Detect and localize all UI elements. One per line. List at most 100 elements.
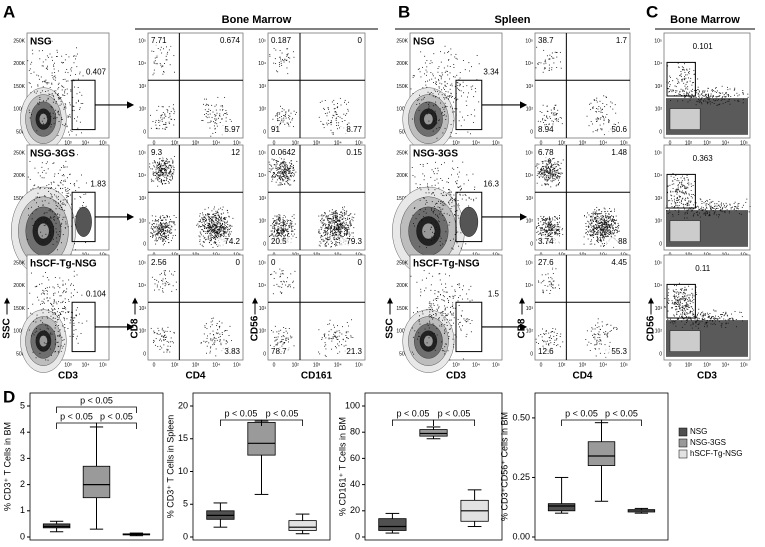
event-dot (609, 229, 610, 230)
event-dot (540, 111, 541, 112)
event-dot (286, 281, 287, 282)
x-axis-label: CD4 (185, 371, 205, 382)
event-dot (63, 167, 64, 168)
event-dot (475, 88, 476, 89)
event-dot (467, 115, 468, 116)
event-dot (29, 161, 30, 162)
event-dot (163, 106, 164, 107)
event-dot (339, 238, 340, 239)
event-dot (326, 239, 327, 240)
event-dot (538, 121, 539, 122)
event-dot (549, 70, 550, 71)
event-dot (462, 199, 463, 200)
event-dot (596, 98, 597, 99)
event-dot (290, 273, 291, 274)
event-dot (284, 176, 285, 177)
event-dot (458, 215, 459, 216)
event-dot (591, 103, 592, 104)
event-dot (154, 290, 155, 291)
event-dot (59, 231, 60, 232)
event-dot (74, 198, 75, 199)
event-dot (288, 229, 289, 230)
event-dot (434, 206, 435, 207)
y-tick-label: 10³ (139, 306, 147, 312)
event-dot (441, 83, 442, 84)
event-dot (169, 225, 170, 226)
event-dot (551, 56, 552, 57)
event-dot (43, 292, 44, 293)
event-dot (40, 329, 41, 330)
event-dot (154, 73, 155, 74)
event-dot (38, 75, 39, 76)
event-dot (63, 217, 64, 218)
event-dot (334, 227, 335, 228)
event-dot (206, 113, 207, 114)
event-dot (331, 228, 332, 229)
event-dot (459, 90, 460, 91)
event-dot (154, 161, 155, 162)
event-dot (281, 228, 282, 229)
event-dot (210, 238, 211, 239)
event-dot (269, 236, 270, 237)
event-dot (163, 239, 164, 240)
event-dot (212, 247, 213, 248)
event-dot (57, 50, 58, 51)
event-dot (55, 314, 56, 315)
event-dot (50, 334, 51, 335)
event-dot (67, 193, 68, 194)
y-tick-label: 10² (259, 219, 267, 225)
event-dot (214, 338, 215, 339)
event-dot (607, 227, 608, 228)
event-dot (287, 235, 288, 236)
event-dot (219, 228, 220, 229)
event-dot (58, 135, 59, 136)
event-dot (611, 211, 612, 212)
event-dot (330, 214, 331, 215)
event-dot (457, 174, 458, 175)
event-dot (57, 52, 58, 53)
event-dot (584, 236, 585, 237)
event-dot (169, 233, 170, 234)
event-dot (459, 120, 460, 121)
event-dot (165, 331, 166, 332)
event-dot (58, 111, 59, 112)
event-dot (324, 219, 325, 220)
event-dot (277, 118, 278, 119)
event-dot (614, 209, 615, 210)
event-dot (161, 168, 162, 169)
event-dot (589, 231, 590, 232)
event-dot (348, 215, 349, 216)
event-dot (274, 225, 275, 226)
event-dot (334, 244, 335, 245)
event-dot (214, 342, 215, 343)
event-dot (598, 225, 599, 226)
event-dot (65, 298, 66, 299)
y-tick-label: 200K (13, 61, 25, 67)
event-dot (30, 92, 31, 93)
event-dot (171, 291, 172, 292)
event-dot (560, 61, 561, 62)
event-dot (602, 225, 603, 226)
event-dot (434, 120, 435, 121)
event-dot (157, 230, 158, 231)
event-dot (290, 171, 291, 172)
event-dot (207, 111, 208, 112)
event-dot (155, 283, 156, 284)
event-dot (337, 331, 338, 332)
event-dot (52, 334, 53, 335)
event-dot (31, 114, 32, 115)
event-dot (413, 175, 414, 176)
plot-frame (268, 33, 365, 138)
event-dot (61, 183, 62, 184)
event-dot (154, 223, 155, 224)
event-dot (285, 112, 286, 113)
event-dot (417, 100, 418, 101)
event-dot (606, 114, 607, 115)
event-dot (318, 329, 319, 330)
event-dot (160, 165, 161, 166)
event-dot (425, 85, 426, 86)
event-dot (285, 221, 286, 222)
event-dot (286, 174, 287, 175)
event-dot (271, 166, 272, 167)
event-dot (64, 290, 65, 291)
